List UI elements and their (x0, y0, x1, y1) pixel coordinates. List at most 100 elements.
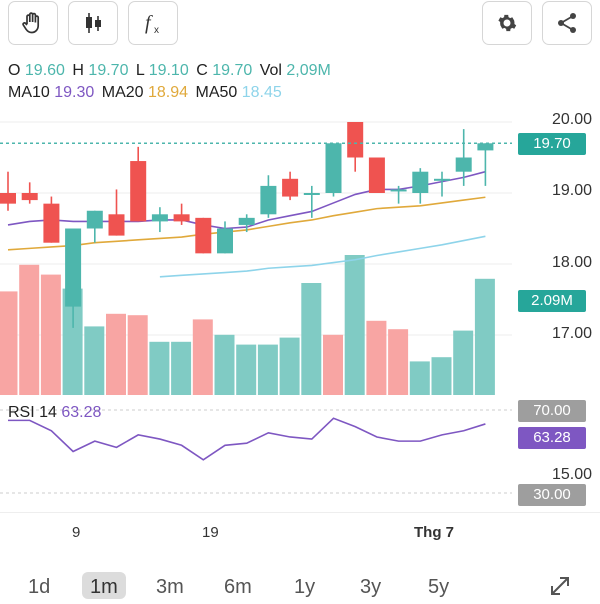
low-label: L (135, 62, 145, 79)
candle-body (347, 122, 364, 158)
price-chart[interactable] (0, 100, 600, 510)
range-tab-1y[interactable]: 1y (294, 576, 316, 598)
volume-bar (19, 264, 40, 395)
range-tab-6m[interactable]: 6m (224, 576, 252, 598)
range-tab-3y[interactable]: 3y (360, 576, 382, 598)
candle-body (455, 157, 472, 172)
volume-bar (257, 344, 278, 395)
candle-body (108, 214, 125, 236)
volume-bar (301, 283, 322, 395)
candle-body (151, 214, 168, 222)
rsi-lower-level-tag: 30.00 (518, 484, 586, 506)
rsi-value: 63.28 (61, 404, 102, 421)
volume-bar (388, 329, 409, 395)
current-price-tag: 19.70 (518, 133, 586, 155)
volume-bar (453, 330, 474, 395)
candle-body (173, 214, 190, 222)
drawing-tool-button[interactable] (8, 1, 58, 45)
expand-icon (548, 577, 572, 603)
low-value: 19.10 (148, 62, 189, 79)
high-value: 19.70 (88, 62, 129, 79)
ma50-value: 18.45 (241, 84, 282, 101)
range-selector: 1d 1m 3m 6m 1y 3y 5y (0, 568, 600, 600)
rsi-label: RSI 14 (8, 404, 57, 421)
ma20-value: 18.94 (148, 84, 189, 101)
candle-body (412, 171, 429, 193)
volume-bar (0, 291, 18, 395)
volume-bar (171, 341, 192, 395)
volume-bar (431, 357, 452, 395)
x-axis-label: Thg 7 (414, 524, 454, 541)
price-axis-label: 17.00 (551, 325, 592, 342)
high-label: H (72, 62, 84, 79)
candle-body (303, 193, 320, 195)
candle-body (195, 217, 212, 254)
volume-bar (474, 278, 495, 395)
candle-body (65, 228, 82, 307)
x-axis-divider (0, 512, 600, 513)
volume-bar (127, 315, 148, 395)
price-axis-label: 19.00 (551, 182, 592, 199)
volume-bar (323, 334, 343, 395)
candle-body (43, 203, 60, 243)
price-axis-label: 15.00 (551, 466, 592, 483)
close-label: C (196, 62, 208, 79)
volume-bar (409, 361, 430, 395)
rsi-readout: RSI 14 63.28 (8, 404, 101, 422)
close-value: 19.70 (212, 62, 253, 79)
price-axis-label: 20.00 (551, 111, 592, 128)
rsi-value-tag: 63.28 (518, 427, 586, 449)
moving-average-readout: MA10 19.30 MA20 18.94 MA50 18.45 (8, 84, 282, 102)
volume-bar (344, 255, 365, 395)
candle-body (217, 228, 233, 254)
range-tab-1m[interactable]: 1m (82, 572, 126, 599)
share-button[interactable] (542, 1, 592, 45)
volume-bar (192, 319, 213, 395)
ma10-value: 19.30 (54, 84, 95, 101)
ma50-label: MA50 (195, 84, 238, 101)
volume-bar (279, 337, 300, 395)
candlestick-icon (80, 10, 106, 36)
volume-bar (214, 334, 235, 395)
expand-button[interactable] (548, 574, 572, 604)
range-tab-3m[interactable]: 3m (156, 576, 184, 598)
candle-body (477, 143, 494, 151)
range-tab-5y[interactable]: 5y (428, 576, 450, 598)
range-tab-1d[interactable]: 1d (28, 576, 51, 598)
volume-label: Vol (259, 62, 282, 79)
candle-body (130, 161, 147, 222)
volume-tag: 2.09M (518, 290, 586, 312)
svg-text:x: x (154, 25, 159, 36)
share-icon (555, 11, 579, 35)
settings-button[interactable] (482, 1, 532, 45)
volume-bar (236, 344, 257, 395)
chart-type-button[interactable] (68, 1, 118, 45)
candle-body (86, 210, 103, 229)
candle-body (325, 143, 342, 193)
x-axis-label: 19 (202, 524, 219, 541)
rsi-upper-level-tag: 70.00 (518, 400, 586, 422)
ma10-label: MA10 (8, 84, 50, 101)
gear-icon (495, 11, 519, 35)
volume-bar (84, 326, 105, 395)
hand-icon (20, 10, 46, 36)
open-value: 19.60 (24, 62, 65, 79)
x-axis-label: 9 (72, 524, 81, 541)
candle-body (390, 189, 407, 192)
volume-bar (40, 274, 61, 395)
volume-bar (106, 313, 126, 395)
candle-body (0, 193, 16, 204)
candle-body (434, 178, 450, 181)
open-label: O (8, 62, 21, 79)
volume-value: 2,09M (286, 62, 331, 79)
ma20-label: MA20 (101, 84, 144, 101)
rsi-line (8, 417, 486, 461)
ma50-line (159, 235, 486, 278)
volume-bar (366, 320, 387, 395)
volume-bar (149, 341, 170, 395)
svg-text:f: f (145, 12, 153, 34)
ohlc-readout: O 19.60 H 19.70 L 19.10 C 19.70 Vol 2,09… (8, 62, 334, 80)
